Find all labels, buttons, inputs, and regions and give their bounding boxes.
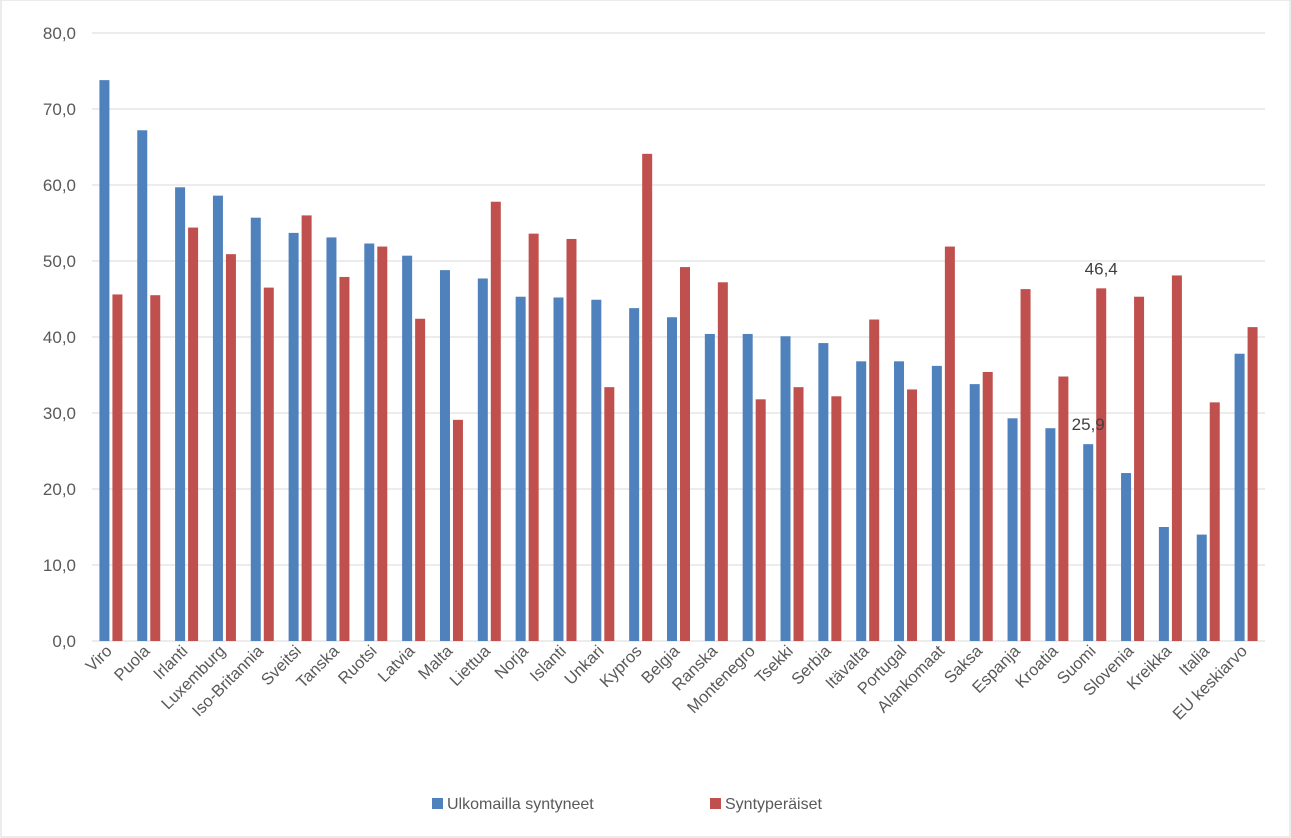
bar-ulkomailla-syntyneet-montenegro [742,333,753,641]
bar-syntyperaiset-liettua [490,201,501,641]
bar-ulkomailla-syntyneet-liettua [477,278,488,641]
bar-ulkomailla-syntyneet-portugal [894,361,905,641]
y-tick-label: 30,0 [43,404,76,423]
bar-syntyperaiset-slovenia [1134,296,1145,641]
bar-ulkomailla-syntyneet-slovenia [1121,473,1132,641]
bar-syntyperaiset-luxemburg [225,254,236,641]
bar-ulkomailla-syntyneet-espanja [1007,418,1018,641]
bar-syntyperaiset-irlanti [188,227,199,641]
data-label-suomi-ulkomailla: 25,9 [1072,415,1105,434]
y-tick-label: 50,0 [43,252,76,271]
bar-ulkomailla-syntyneet-latvia [402,255,413,641]
bar-syntyperaiset-alankomaat [944,246,955,641]
bar-syntyperaiset-islanti [566,238,577,641]
legend-swatch-ulkomailla-syntyneet [432,798,443,809]
bar-syntyperaiset-latvia [415,318,426,641]
legend-label-ulkomailla-syntyneet: Ulkomailla syntyneet [447,796,594,813]
gridlines [92,32,1265,642]
y-tick-label: 70,0 [43,100,76,119]
bar-ulkomailla-syntyneet-ruotsi [364,243,375,641]
bar-syntyperaiset-tanska [339,276,350,641]
bar-ulkomailla-syntyneet-viro [99,80,110,642]
bar-ulkomailla-syntyneet-irlanti [175,187,186,641]
bar-ulkomailla-syntyneet-tanska [326,237,337,641]
legend: Ulkomailla syntyneet Syntyperäiset [432,796,822,813]
bar-syntyperaiset-sveitsi [301,215,312,641]
bar-ulkomailla-syntyneet-eu-keskiarvo [1234,353,1245,641]
bar-syntyperaiset-suomi [1096,288,1107,641]
bar-syntyperaiset-malta [452,419,463,641]
y-tick-label: 0,0 [52,632,76,651]
bar-syntyperaiset-norja [528,233,539,641]
bar-syntyperaiset-iso-britannia [263,287,274,641]
bar-ulkomailla-syntyneet-belgia [667,317,677,641]
bar-ulkomailla-syntyneet-puola [137,130,148,641]
y-tick-label: 10,0 [43,556,76,575]
data-labels: 25,9 46,4 [1072,259,1118,434]
bar-ulkomailla-syntyneet-kroatia [1045,428,1056,641]
bar-syntyperaiset-espanja [1020,289,1031,641]
bar-ulkomailla-syntyneet-ranska [704,333,715,641]
bar-syntyperaiset-eu-keskiarvo [1247,327,1258,641]
bar-syntyperaiset-viro [112,294,123,641]
bar-syntyperaiset-montenegro [755,399,766,641]
bar-ulkomailla-syntyneet-suomi [1083,444,1094,641]
bar-ulkomailla-syntyneet-kreikka [1158,527,1169,641]
y-tick-label: 80,0 [43,24,76,43]
bar-syntyperaiset-ruotsi [377,246,388,641]
bar-ulkomailla-syntyneet-islanti [553,297,564,641]
bar-syntyperaiset-ranska [717,282,728,641]
legend-label-syntyperaiset: Syntyperäiset [725,796,822,813]
bar-ulkomailla-syntyneet-iso-britannia [250,217,261,641]
bar-syntyperaiset-italia [1209,402,1220,641]
bar-syntyperaiset-puola [150,295,161,641]
y-tick-label: 20,0 [43,480,76,499]
bar-ulkomailla-syntyneet-sveitsi [288,232,299,641]
bar-ulkomailla-syntyneet-tsekki [780,336,791,641]
bar-ulkomailla-syntyneet-kypros [629,308,640,641]
bar-ulkomailla-syntyneet-malta [439,270,450,641]
bar-syntyperaiset-serbia [831,396,842,641]
bar-syntyperaiset-itavalta [869,319,880,641]
legend-swatch-syntyperaiset [710,798,721,809]
bars [99,80,1258,642]
bar-ulkomailla-syntyneet-alankomaat [931,365,942,641]
bar-ulkomailla-syntyneet-italia [1196,534,1207,641]
bar-syntyperaiset-unkari [604,387,615,641]
y-axis-tick-labels: 0,0 10,0 20,0 30,0 40,0 50,0 60,0 70,0 80,0 [43,24,76,651]
y-tick-label: 60,0 [43,176,76,195]
bar-ulkomailla-syntyneet-unkari [591,299,602,641]
bar-syntyperaiset-kroatia [1058,376,1069,641]
bar-ulkomailla-syntyneet-itavalta [856,361,867,641]
bar-syntyperaiset-saksa [982,371,993,641]
bar-syntyperaiset-portugal [907,389,918,641]
y-tick-label: 40,0 [43,328,76,347]
data-label-suomi-syntyperaiset: 46,4 [1085,259,1118,278]
bar-syntyperaiset-kypros [642,153,653,641]
bar-ulkomailla-syntyneet-norja [515,296,526,641]
bar-syntyperaiset-kreikka [1171,275,1182,641]
bar-ulkomailla-syntyneet-saksa [969,384,980,641]
bar-ulkomailla-syntyneet-luxemburg [212,195,223,641]
bar-syntyperaiset-tsekki [793,387,804,641]
bar-syntyperaiset-belgia [680,267,690,641]
bar-ulkomailla-syntyneet-serbia [818,343,829,641]
